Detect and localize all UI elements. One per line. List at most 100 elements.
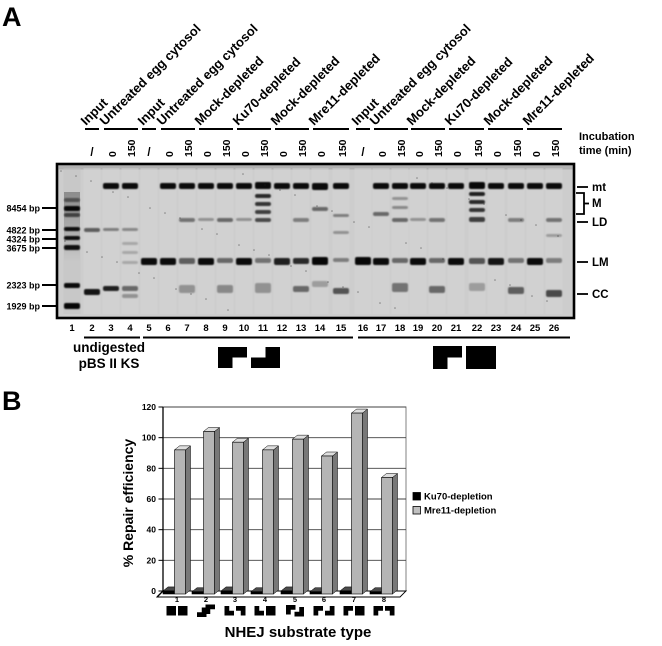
bar-mre11-side bbox=[303, 434, 309, 595]
substrate-type-icon bbox=[236, 606, 246, 616]
gel-speck bbox=[164, 212, 166, 214]
gel-band bbox=[312, 207, 328, 211]
gel-speck bbox=[238, 244, 240, 246]
y-tick-label: 120 bbox=[142, 402, 156, 412]
gel-band bbox=[429, 218, 445, 222]
bar-mre11-side bbox=[273, 445, 279, 595]
gel-speck bbox=[505, 214, 507, 216]
lane-number: 8 bbox=[203, 323, 208, 334]
gel-speck bbox=[264, 184, 266, 186]
gel-band bbox=[160, 183, 176, 189]
y-axis-foot bbox=[156, 590, 164, 598]
y-tick-label: 40 bbox=[147, 525, 157, 535]
lane-number: 2 bbox=[89, 323, 94, 334]
gel-lane bbox=[545, 168, 563, 314]
gel-speck bbox=[405, 242, 407, 244]
bp-label: 8454 bp bbox=[6, 204, 40, 214]
gel-band bbox=[333, 214, 349, 217]
substrate-type-icon bbox=[166, 606, 176, 616]
gel-speck bbox=[138, 272, 140, 274]
time-label: 0 bbox=[452, 151, 464, 157]
lane-number: 10 bbox=[239, 323, 250, 334]
time-label-slash: / bbox=[90, 147, 94, 159]
time-label-slash: / bbox=[147, 147, 151, 159]
gel-speck bbox=[535, 224, 537, 226]
substrate-end-icon bbox=[251, 347, 280, 368]
gel-band bbox=[122, 242, 138, 245]
product-markers: mt M LD LM CC bbox=[576, 182, 609, 301]
gel-band bbox=[488, 258, 504, 265]
gel-speck bbox=[179, 217, 181, 219]
gel-band bbox=[410, 183, 426, 189]
gel-lane bbox=[273, 168, 291, 314]
gel-lane bbox=[409, 168, 427, 314]
x-category-label: 6 bbox=[322, 595, 326, 604]
substrate-type-icon bbox=[343, 606, 353, 616]
gel-band bbox=[546, 234, 562, 237]
gel-band bbox=[429, 183, 445, 189]
gel-speck bbox=[227, 309, 229, 311]
gel-band bbox=[392, 183, 408, 189]
lane-number: 21 bbox=[451, 323, 462, 334]
time-label: 0 bbox=[107, 151, 119, 157]
bar-ku70 bbox=[309, 591, 322, 595]
lane-number: 3 bbox=[108, 323, 113, 334]
time-label: 0 bbox=[202, 151, 214, 157]
bar-mre11 bbox=[262, 449, 274, 595]
gel-band bbox=[274, 258, 290, 265]
gel-band bbox=[429, 258, 445, 263]
lane-number: 14 bbox=[315, 323, 326, 334]
substrate-end-icon bbox=[218, 347, 247, 368]
gel-band bbox=[508, 218, 524, 222]
gel-band bbox=[429, 286, 445, 293]
lane-number: 18 bbox=[395, 323, 406, 334]
gel-band bbox=[469, 200, 485, 204]
bar-mre11 bbox=[381, 477, 393, 595]
gel-band bbox=[293, 218, 309, 222]
gel-lane bbox=[292, 168, 310, 314]
gel-image bbox=[55, 162, 576, 320]
gel-speck bbox=[353, 221, 355, 223]
gel-band bbox=[410, 258, 426, 265]
substrate-type-icon bbox=[294, 607, 304, 617]
legend-marker bbox=[412, 492, 421, 501]
gel-band bbox=[103, 286, 119, 291]
substrate-type-icon bbox=[178, 606, 188, 616]
gel-band bbox=[236, 218, 252, 221]
lane-number: 13 bbox=[296, 323, 307, 334]
lane-group-label: Ku70-depleted bbox=[230, 54, 304, 128]
gel-band bbox=[179, 218, 195, 222]
gel-speck bbox=[546, 300, 548, 302]
gel-speck bbox=[342, 286, 344, 288]
bar-mre11-side bbox=[214, 426, 220, 595]
gel-band bbox=[160, 258, 176, 265]
gel-band bbox=[103, 183, 119, 189]
product-label: LD bbox=[592, 217, 607, 229]
gel-band bbox=[469, 258, 485, 264]
gel-band bbox=[293, 183, 309, 189]
substrate-type-icon bbox=[286, 605, 296, 615]
bar-mre11-side bbox=[332, 451, 338, 595]
lane-group-label: Mock-depleted bbox=[481, 53, 556, 128]
gel-band bbox=[373, 212, 389, 216]
gel-band bbox=[217, 258, 233, 263]
gel-band bbox=[122, 294, 138, 298]
gel-band bbox=[217, 285, 233, 293]
undigested-line1: undigested bbox=[72, 340, 145, 355]
undigested-substrate-label: undigested pBS II KS bbox=[50, 340, 168, 371]
bar-mre11 bbox=[232, 441, 244, 595]
lane-number: 19 bbox=[413, 323, 424, 334]
gel-band bbox=[64, 245, 80, 250]
gel-speck bbox=[64, 240, 66, 242]
time-label: 150 bbox=[473, 139, 485, 157]
substrate-type-icon bbox=[266, 606, 276, 616]
product-label: LM bbox=[592, 257, 609, 269]
gel-lane bbox=[311, 168, 329, 314]
bar-mre11 bbox=[292, 438, 304, 595]
gel-speck bbox=[242, 173, 244, 175]
legend-label: Mre11-depletion bbox=[424, 506, 497, 517]
lane-number: 5 bbox=[146, 323, 152, 334]
gel-band bbox=[293, 286, 309, 292]
